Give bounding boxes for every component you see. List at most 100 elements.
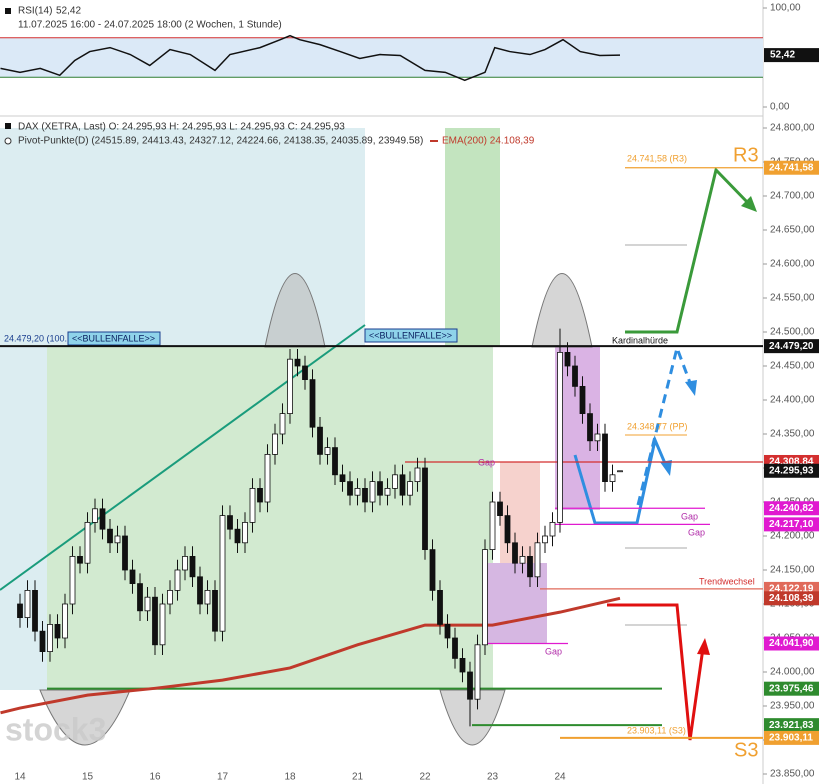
y-tick-label: 24.150,00 — [770, 565, 815, 576]
candle-body — [77, 556, 83, 564]
zone — [445, 128, 500, 347]
x-tick-label: 22 — [419, 772, 431, 783]
candle-body — [242, 522, 248, 544]
annotation: 24.479,20 (100. — [4, 333, 67, 343]
annotation: stock3 — [5, 711, 106, 747]
candle-body — [392, 474, 398, 489]
candle-body — [152, 596, 158, 646]
candle-body — [114, 535, 121, 544]
price-tag — [764, 160, 819, 175]
y-tick-label: 24.600,00 — [770, 259, 815, 270]
price-tag-label: 23.975,46 — [769, 683, 814, 694]
price-tag — [764, 517, 819, 532]
candle-body — [174, 569, 181, 591]
price-tag-label: 24.741,58 — [769, 162, 814, 173]
annotation: Kardinalhürde — [612, 335, 668, 345]
candle-body — [302, 365, 308, 380]
ema-line — [0, 596, 621, 715]
candle-body — [54, 624, 61, 639]
candle-body — [84, 522, 91, 564]
candle-body — [32, 590, 38, 632]
candle-body — [39, 630, 46, 653]
arrow — [607, 603, 705, 741]
x-tick-label: 21 — [352, 772, 364, 783]
candle-body — [47, 624, 53, 653]
candle-body — [549, 522, 556, 537]
y-tick-label: 24.000,00 — [770, 667, 815, 678]
candle-body — [107, 528, 113, 544]
candle-body — [249, 487, 256, 523]
candle-body — [399, 474, 406, 496]
arrowhead — [685, 380, 697, 396]
x-tick-label: 16 — [149, 772, 161, 783]
x-tick-label: 23 — [487, 772, 499, 783]
x-tick-label: 17 — [217, 772, 229, 783]
price-tag — [764, 718, 819, 733]
y-tick-label: 24.400,00 — [770, 395, 815, 406]
candle-body — [362, 487, 368, 503]
candle-body — [99, 508, 106, 530]
candle-body — [144, 596, 151, 612]
rsi-title: RSI(14) — [18, 6, 52, 17]
candle-body — [482, 549, 488, 646]
candle-body — [377, 481, 383, 496]
candle-body — [197, 576, 203, 605]
candle-body — [24, 590, 31, 619]
candle-body — [557, 351, 563, 523]
annotation: 23.903,11 (S3) — [627, 725, 686, 735]
y-tick-label: 24.550,00 — [770, 293, 815, 304]
rsi-header-value: 52,42 — [56, 6, 81, 17]
candle-body — [294, 358, 301, 367]
y-tick-label: 24.200,00 — [770, 531, 815, 542]
rsi-line — [0, 34, 621, 82]
candle-body — [594, 433, 601, 442]
arrow — [636, 342, 694, 506]
annotation: <<BULLENFALLE>> — [369, 330, 452, 340]
candle-body — [317, 426, 323, 455]
price-tag-label: 24.308,84 — [769, 457, 814, 468]
legend-icon — [5, 123, 11, 129]
candle-body — [354, 487, 361, 496]
candle-body — [369, 481, 376, 503]
price-tag-label: 24.295,93 — [769, 465, 814, 476]
candle-body — [137, 583, 143, 612]
label-box — [67, 331, 161, 346]
y-tick-label: 24.800,00 — [770, 123, 815, 134]
candle-body — [17, 603, 23, 619]
candle-body — [227, 515, 233, 530]
candle-body — [264, 453, 271, 503]
annotation: Gap — [478, 457, 495, 467]
candle-body — [257, 487, 263, 503]
candle-body — [324, 447, 331, 455]
candle-body — [587, 413, 593, 442]
candle-body — [204, 590, 211, 605]
axis-background — [763, 0, 819, 784]
arrowhead — [660, 460, 672, 476]
y-tick-label: 24.450,00 — [770, 361, 815, 372]
candle-body — [542, 535, 548, 544]
candle-body — [579, 385, 586, 414]
drawings — [573, 167, 757, 741]
price-tag-label: 24.217,10 — [769, 519, 814, 530]
legend-label: Pivot-Punkte(D) (24515.89, 24413.43, 243… — [18, 136, 423, 147]
candle-body — [287, 358, 293, 415]
y-tick-label: 100,00 — [770, 3, 801, 14]
price-tag — [764, 339, 819, 354]
annotation: Gap — [681, 511, 698, 521]
candle-body — [414, 467, 421, 482]
arc — [264, 273, 326, 348]
candle-body — [504, 515, 511, 544]
candle-body — [122, 535, 128, 571]
price-tag — [764, 681, 819, 696]
x-tick-label: 14 — [14, 772, 26, 783]
price-tag — [764, 591, 819, 606]
rsi-band — [0, 37, 763, 78]
candle-body — [489, 501, 496, 550]
value-badge — [764, 48, 819, 63]
y-tick-label: 0,00 — [770, 102, 790, 113]
candle-body — [182, 556, 188, 571]
candle-body — [129, 569, 136, 585]
annotation: R3 — [733, 144, 759, 166]
y-tick-label: 24.350,00 — [770, 429, 815, 440]
y-tick-label: 23.850,00 — [770, 769, 815, 780]
